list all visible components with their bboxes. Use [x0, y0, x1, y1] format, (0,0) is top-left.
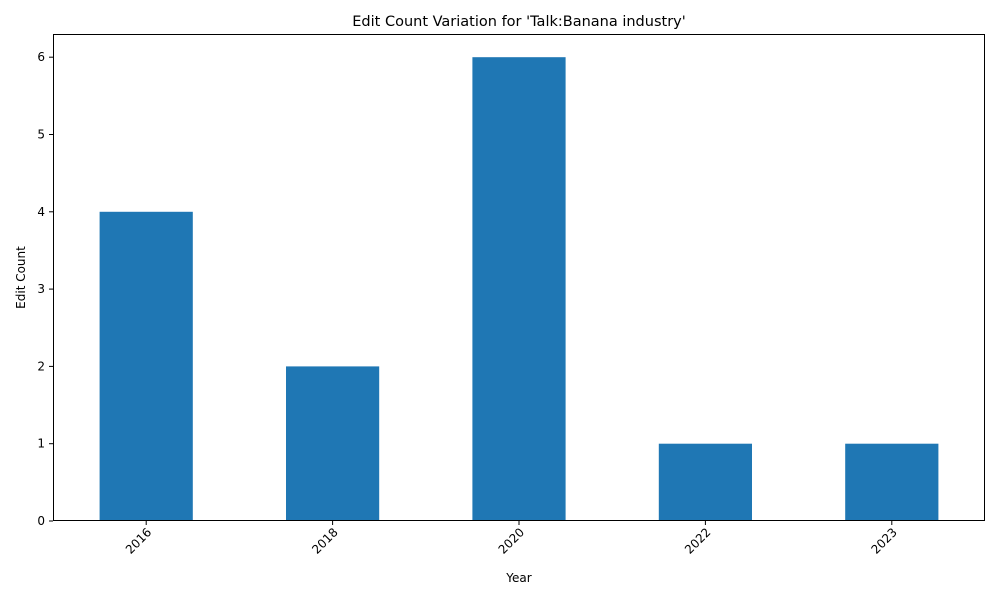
x-axis-label: Year	[505, 571, 531, 585]
y-axis-label: Edit Count	[14, 246, 28, 309]
y-tick-label-0: 0	[37, 514, 45, 528]
y-tick-label-1: 1	[37, 437, 45, 451]
y-tick-label-4: 4	[37, 205, 45, 219]
y-tick-label-5: 5	[37, 127, 45, 141]
chart-title: Edit Count Variation for 'Talk:Banana in…	[352, 14, 685, 30]
bar-2016	[99, 211, 193, 522]
x-tick-label-2023: 2023	[868, 525, 899, 556]
y-tick-label-6: 6	[37, 50, 45, 64]
x-axis-ticks: 2016 2018 2020 2022 2023	[123, 521, 900, 557]
axes-frame	[53, 34, 985, 521]
bar-2022	[658, 443, 752, 521]
bar-2023	[845, 443, 939, 521]
y-tick-label-2: 2	[37, 359, 45, 373]
x-tick-label-2022: 2022	[682, 525, 713, 556]
bar-2018	[286, 366, 380, 521]
x-tick-label-2020: 2020	[496, 525, 527, 556]
y-tick-label-3: 3	[37, 282, 45, 296]
x-tick-label-2016: 2016	[123, 525, 154, 556]
x-tick-label-2018: 2018	[309, 525, 340, 556]
bars-layer	[99, 57, 939, 522]
bar-2020	[472, 57, 566, 521]
y-axis-ticks: 0 1 2 3 4 5 6	[37, 50, 53, 528]
